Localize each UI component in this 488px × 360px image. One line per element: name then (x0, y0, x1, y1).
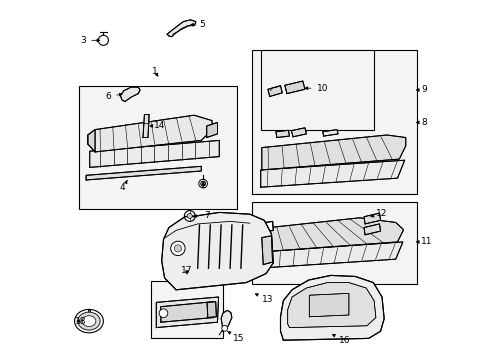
Ellipse shape (78, 312, 100, 330)
Polygon shape (167, 20, 196, 37)
Text: 9: 9 (415, 85, 426, 94)
Polygon shape (275, 130, 289, 138)
Circle shape (199, 179, 207, 188)
Text: 14: 14 (150, 122, 165, 130)
Polygon shape (284, 81, 305, 94)
Polygon shape (287, 283, 375, 328)
Polygon shape (363, 224, 380, 235)
Polygon shape (160, 302, 213, 322)
Polygon shape (89, 140, 219, 167)
Polygon shape (322, 130, 337, 136)
Polygon shape (86, 166, 201, 180)
Circle shape (187, 213, 192, 219)
Text: 10: 10 (305, 84, 327, 93)
Polygon shape (120, 87, 140, 102)
Bar (260, 50, 373, 130)
Bar (251, 50, 416, 194)
Polygon shape (363, 213, 380, 224)
Text: 8: 8 (415, 118, 426, 127)
Circle shape (159, 309, 167, 318)
Text: 12: 12 (370, 209, 386, 217)
Polygon shape (280, 275, 384, 340)
Circle shape (200, 181, 205, 186)
Text: 18: 18 (75, 317, 86, 325)
Polygon shape (267, 86, 282, 96)
Text: 2: 2 (200, 181, 205, 190)
Text: 17: 17 (181, 266, 192, 275)
Polygon shape (156, 297, 218, 328)
Text: 1: 1 (152, 68, 158, 77)
Text: 4: 4 (120, 180, 127, 192)
Circle shape (170, 241, 185, 256)
Polygon shape (291, 128, 306, 137)
Text: 15: 15 (227, 332, 244, 343)
Ellipse shape (82, 316, 96, 327)
Text: 11: 11 (415, 238, 431, 246)
Polygon shape (88, 130, 95, 152)
Polygon shape (88, 115, 212, 152)
Circle shape (98, 35, 108, 45)
Polygon shape (258, 242, 402, 268)
Polygon shape (259, 218, 403, 252)
Text: 16: 16 (332, 334, 349, 345)
Text: 13: 13 (255, 294, 273, 304)
Polygon shape (261, 236, 272, 265)
Ellipse shape (75, 309, 103, 333)
Text: 5: 5 (190, 20, 205, 29)
Circle shape (222, 325, 227, 331)
Polygon shape (87, 310, 90, 312)
Circle shape (174, 245, 181, 252)
Polygon shape (162, 212, 273, 290)
Bar (151, 281, 223, 338)
Polygon shape (142, 114, 149, 138)
Polygon shape (260, 160, 404, 187)
Polygon shape (206, 302, 216, 318)
Bar (79, 86, 237, 209)
Text: 7: 7 (193, 211, 209, 220)
Polygon shape (221, 310, 231, 331)
Circle shape (184, 211, 195, 221)
Polygon shape (261, 135, 405, 170)
Bar (251, 202, 416, 284)
Polygon shape (206, 122, 217, 138)
Polygon shape (309, 293, 348, 317)
Polygon shape (260, 221, 273, 232)
Text: 6: 6 (105, 92, 122, 101)
Text: 3: 3 (80, 36, 100, 45)
